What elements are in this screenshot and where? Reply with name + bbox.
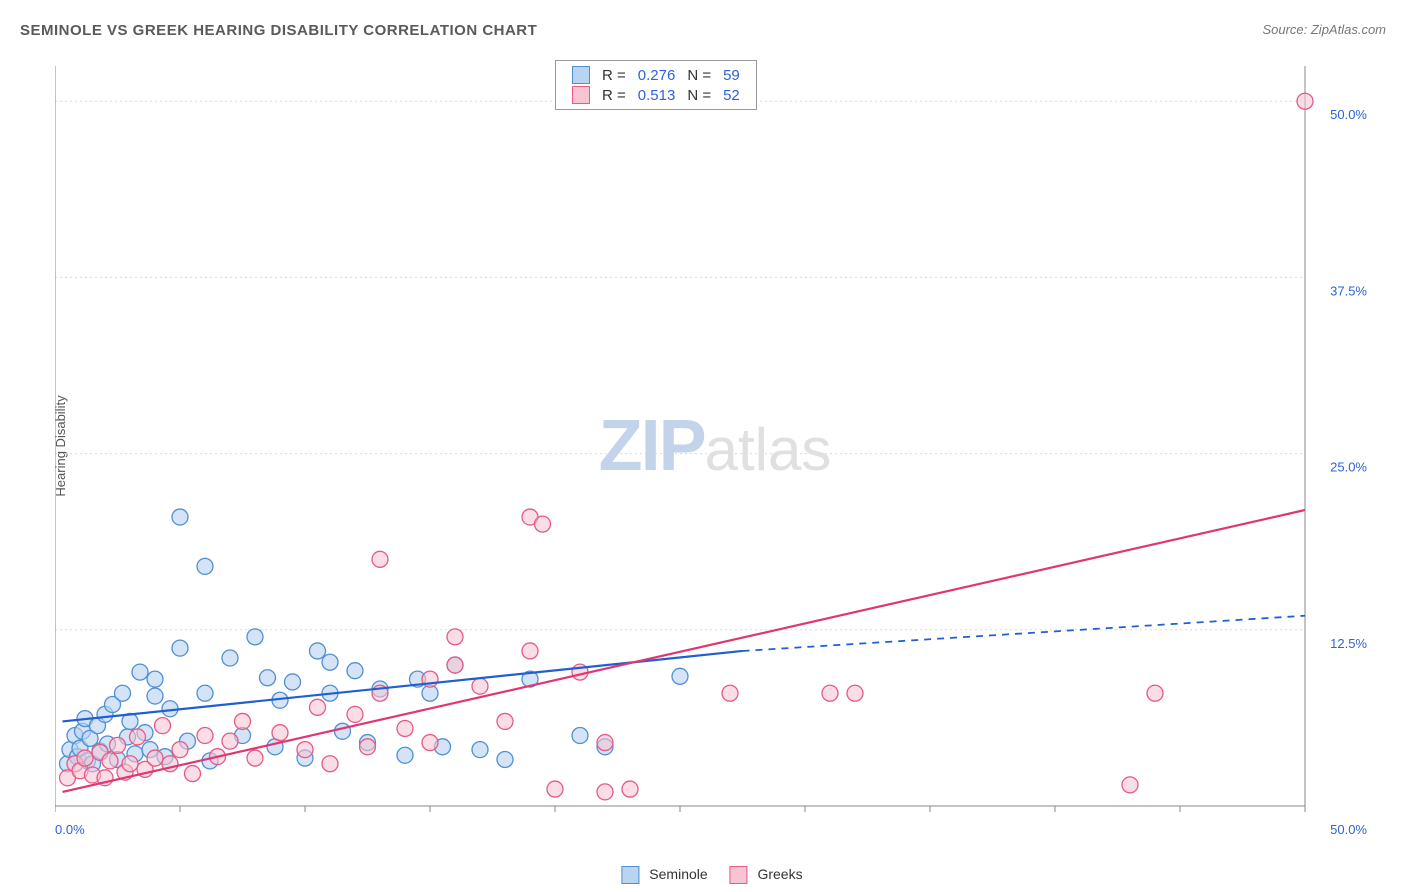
n-value-greeks: 52 <box>717 85 746 105</box>
source-attribution: Source: ZipAtlas.com <box>1262 22 1386 37</box>
svg-text:0.0%: 0.0% <box>55 822 85 836</box>
scatter-plot-svg: 12.5% 25.0% 37.5% 50.0% 0.0% 50.0% <box>55 56 1375 836</box>
chart-title: SEMINOLE VS GREEK HEARING DISABILITY COR… <box>20 22 537 39</box>
seminole-swatch-icon <box>572 66 590 84</box>
svg-text:12.5%: 12.5% <box>1330 636 1367 651</box>
r-label: R = <box>596 65 632 85</box>
greeks-swatch-icon <box>730 866 748 884</box>
svg-text:37.5%: 37.5% <box>1330 283 1367 298</box>
seminole-swatch-icon <box>621 866 639 884</box>
legend-label-greeks: Greeks <box>757 866 802 882</box>
svg-text:50.0%: 50.0% <box>1330 822 1367 836</box>
n-label: N = <box>681 85 717 105</box>
legend-stats-row: R = 0.276 N = 59 <box>566 65 746 85</box>
legend-label-seminole: Seminole <box>649 866 707 882</box>
legend-series: Seminole Greeks <box>603 866 802 884</box>
r-value-seminole: 0.276 <box>632 65 682 85</box>
legend-stats-box: R = 0.276 N = 59 R = 0.513 N = 52 <box>555 60 757 110</box>
r-label: R = <box>596 85 632 105</box>
n-label: N = <box>681 65 717 85</box>
svg-text:25.0%: 25.0% <box>1330 460 1367 475</box>
n-value-seminole: 59 <box>717 65 746 85</box>
svg-text:50.0%: 50.0% <box>1330 107 1367 122</box>
plot-area: ZIPatlas 12.5%25.0%37.5%50.0%0.0%50.0% <box>55 56 1375 836</box>
r-value-greeks: 0.513 <box>632 85 682 105</box>
greeks-swatch-icon <box>572 86 590 104</box>
legend-stats-row: R = 0.513 N = 52 <box>566 85 746 105</box>
